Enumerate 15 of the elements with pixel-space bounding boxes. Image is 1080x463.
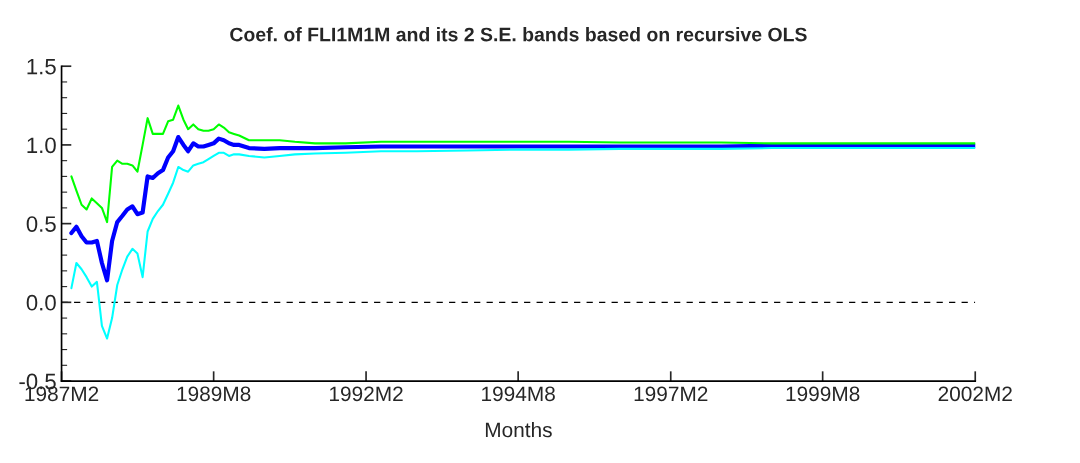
- x-tick-label: 1999M8: [786, 386, 860, 402]
- line-series: [69, 134, 976, 283]
- x-tick-label: 2002M2: [938, 386, 1012, 402]
- line-series: [70, 104, 976, 224]
- y-tick-label: 0.0: [26, 294, 56, 311]
- x-axis-title: Months: [485, 422, 552, 438]
- y-tick-label: 0.5: [26, 216, 56, 232]
- x-tick-label: 1997M2: [634, 386, 708, 402]
- line-series: [70, 147, 976, 340]
- y-tick-label: 1.5: [27, 58, 56, 75]
- y-tick-label: 1.0: [27, 137, 56, 154]
- chart-title: Coef. of FLI1M1M and its 2 S.E. bands based on recursive OLS: [230, 27, 807, 42]
- x-tick-label: 1989M8: [177, 386, 251, 402]
- x-tick-label: 1994M8: [482, 386, 555, 402]
- x-tick-label: 1992M2: [330, 386, 403, 402]
